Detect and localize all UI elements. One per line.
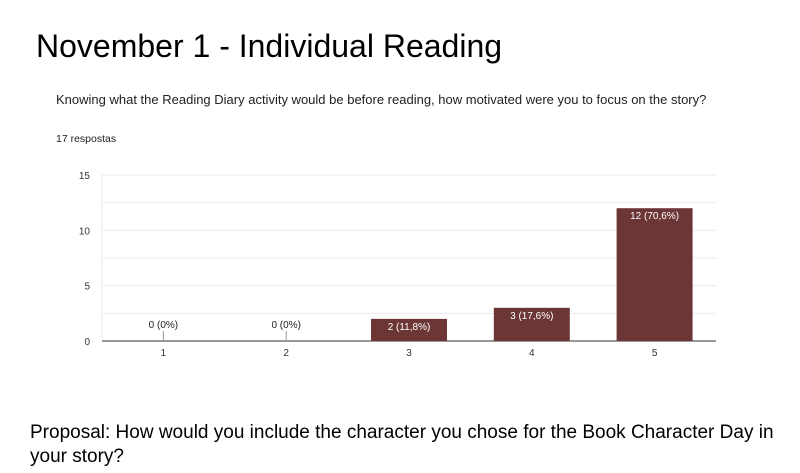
data-label: 0 (0%): [271, 320, 300, 331]
response-count: 17 respostas: [56, 133, 117, 145]
x-tick-label: 1: [161, 348, 167, 359]
data-label: 3 (17,6%): [510, 311, 553, 322]
survey-question: Knowing what the Reading Diary activity …: [56, 92, 707, 107]
y-tick-label: 15: [79, 171, 91, 182]
y-tick-label: 0: [84, 337, 90, 348]
x-tick-label: 5: [652, 348, 658, 359]
y-tick-label: 5: [84, 282, 90, 293]
bar-chart: 0 5 10 15 0 (0%) 1 0 (0%) 2 2 (11,8%) 3 3 (17,6%) 4…: [79, 171, 716, 359]
y-tick-label: 10: [79, 226, 91, 237]
data-label: 2 (11,8%): [388, 322, 431, 333]
x-tick-label: 3: [406, 348, 412, 359]
x-tick-label: 2: [283, 348, 289, 359]
slide-title: November 1 - Individual Reading: [36, 28, 503, 64]
x-tick-label: 4: [529, 348, 535, 359]
bar: [493, 307, 570, 341]
proposal-text: Proposal: How would you include the char…: [30, 422, 774, 467]
data-label: 12 (70,6%): [630, 211, 679, 222]
bar: [371, 318, 447, 341]
bar: [616, 208, 693, 341]
data-label: 0 (0%): [149, 320, 178, 331]
